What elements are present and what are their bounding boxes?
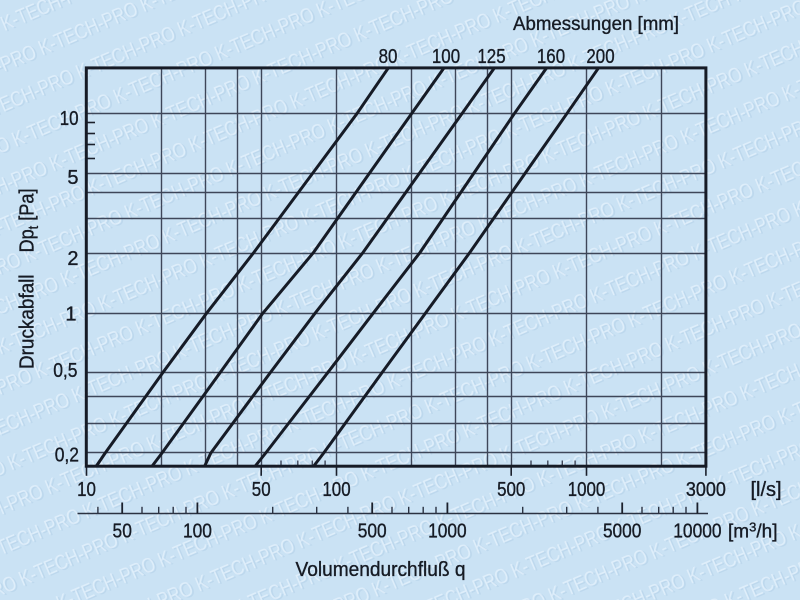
svg-text:Dpt [Pa]: Dpt [Pa] xyxy=(17,189,42,253)
svg-text:0,5: 0,5 xyxy=(53,360,77,382)
svg-text:[l/s]: [l/s] xyxy=(750,479,781,501)
svg-text:10: 10 xyxy=(77,479,96,501)
svg-text:2: 2 xyxy=(67,248,78,270)
svg-text:Volumendurchfluß q: Volumendurchfluß q xyxy=(296,559,466,581)
svg-text:5: 5 xyxy=(67,167,78,189)
svg-text:160: 160 xyxy=(537,46,565,68)
svg-text:500: 500 xyxy=(497,479,525,501)
svg-text:10000: 10000 xyxy=(673,521,721,543)
svg-text:0,2: 0,2 xyxy=(55,444,79,466)
svg-text:5000: 5000 xyxy=(603,521,642,543)
svg-text:1000: 1000 xyxy=(428,521,467,543)
svg-text:1000: 1000 xyxy=(568,479,606,501)
svg-text:100: 100 xyxy=(322,479,350,501)
svg-text:50: 50 xyxy=(252,479,271,501)
svg-text:100: 100 xyxy=(432,46,460,68)
svg-text:[m3/h]: [m3/h] xyxy=(728,520,777,543)
svg-text:80: 80 xyxy=(379,46,398,68)
svg-text:100: 100 xyxy=(183,521,212,543)
svg-text:Druckabfall: Druckabfall xyxy=(17,275,39,370)
svg-text:1: 1 xyxy=(65,303,76,325)
svg-text:10: 10 xyxy=(60,108,79,130)
svg-text:125: 125 xyxy=(477,46,505,68)
svg-text:3000: 3000 xyxy=(686,479,726,501)
svg-text:200: 200 xyxy=(586,46,614,68)
svg-text:50: 50 xyxy=(113,521,132,543)
svg-text:500: 500 xyxy=(358,521,387,543)
svg-text:Abmessungen [mm]: Abmessungen [mm] xyxy=(513,14,679,35)
